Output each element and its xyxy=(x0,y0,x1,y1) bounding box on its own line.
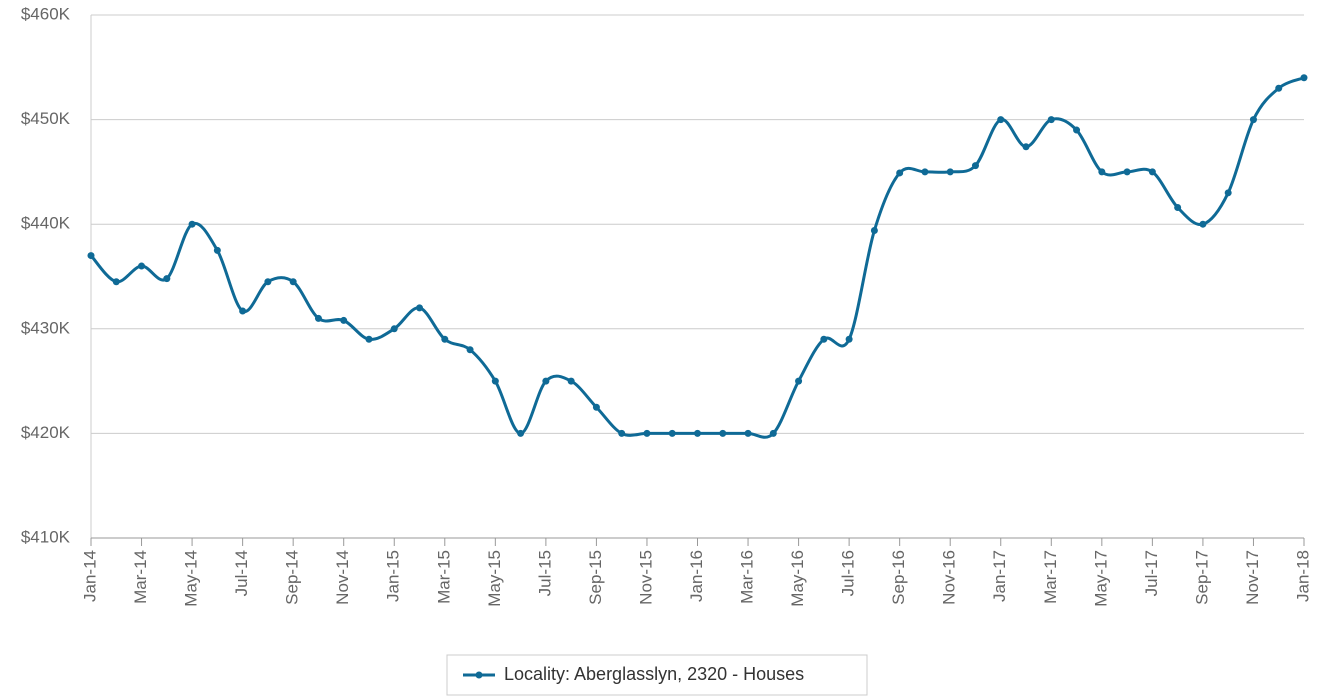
point xyxy=(416,304,424,312)
point xyxy=(567,377,575,385)
x-tick-label: Jan-18 xyxy=(1293,550,1312,602)
y-tick-label: $440K xyxy=(21,214,71,233)
point xyxy=(668,429,676,437)
x-tick-label: May-14 xyxy=(182,550,201,607)
x-tick-label: Mar-15 xyxy=(434,550,453,604)
x-tick-label: Nov-17 xyxy=(1243,550,1262,605)
point xyxy=(870,226,878,234)
x-tick-label: Mar-17 xyxy=(1041,550,1060,604)
point xyxy=(466,346,474,354)
x-tick-label: Jul-17 xyxy=(1142,550,1161,596)
x-tick-label: Mar-14 xyxy=(131,550,150,604)
point xyxy=(390,325,398,333)
x-tick-label: Sep-14 xyxy=(283,550,302,605)
legend-dot xyxy=(475,671,483,679)
point xyxy=(441,335,449,343)
point xyxy=(1098,168,1106,176)
point xyxy=(340,316,348,324)
point xyxy=(517,429,525,437)
point xyxy=(1224,189,1232,197)
point xyxy=(491,377,499,385)
x-tick-label: Jul-15 xyxy=(535,550,554,596)
point xyxy=(213,246,221,254)
point xyxy=(1199,220,1207,228)
point xyxy=(289,278,297,286)
point xyxy=(365,335,373,343)
point xyxy=(314,314,322,322)
x-tick-label: May-15 xyxy=(485,550,504,607)
point xyxy=(1174,203,1182,211)
x-tick-label: Jan-16 xyxy=(687,550,706,602)
point xyxy=(1022,143,1030,151)
x-tick-label: Jul-16 xyxy=(839,550,858,596)
point xyxy=(1047,116,1055,124)
y-tick-label: $420K xyxy=(21,423,71,442)
point xyxy=(1275,84,1283,92)
y-tick-label: $460K xyxy=(21,4,71,23)
legend-box xyxy=(446,654,868,696)
point xyxy=(542,377,550,385)
point xyxy=(997,116,1005,124)
point xyxy=(1249,116,1257,124)
point xyxy=(163,275,171,283)
legend-label: Locality: Aberglasslyn, 2320 - Houses xyxy=(504,664,804,684)
point xyxy=(946,168,954,176)
x-tick-label: May-16 xyxy=(788,550,807,607)
point xyxy=(264,278,272,286)
point xyxy=(845,335,853,343)
x-tick-label: Jan-14 xyxy=(80,550,99,602)
point xyxy=(1148,168,1156,176)
point xyxy=(618,429,626,437)
point xyxy=(188,220,196,228)
x-tick-label: Nov-16 xyxy=(940,550,959,605)
point xyxy=(239,307,247,315)
y-tick-label: $430K xyxy=(21,318,71,337)
point xyxy=(971,162,979,170)
x-tick-label: Jan-15 xyxy=(384,550,403,602)
x-tick-label: Mar-16 xyxy=(738,550,757,604)
point xyxy=(592,403,600,411)
point xyxy=(694,429,701,437)
point xyxy=(1300,74,1308,82)
point xyxy=(820,335,828,343)
point xyxy=(1123,168,1131,176)
x-tick-label: May-17 xyxy=(1091,550,1110,607)
point xyxy=(921,168,929,176)
x-tick-label: Jan-17 xyxy=(990,550,1009,602)
x-tick-label: Jul-14 xyxy=(232,550,251,596)
x-tick-label: Nov-15 xyxy=(636,550,655,605)
point xyxy=(87,252,95,260)
x-tick-label: Nov-14 xyxy=(333,550,352,605)
point xyxy=(769,429,777,437)
point xyxy=(643,429,651,437)
x-tick-label: Sep-16 xyxy=(889,550,908,605)
point xyxy=(896,169,904,177)
x-tick-label: Sep-15 xyxy=(586,550,605,605)
x-tick-label: Sep-17 xyxy=(1192,550,1211,605)
point xyxy=(744,429,752,437)
point xyxy=(1073,126,1081,134)
point xyxy=(112,278,120,286)
point xyxy=(795,377,803,385)
point xyxy=(719,429,727,437)
y-tick-label: $410K xyxy=(21,527,71,546)
point xyxy=(138,262,146,270)
y-tick-label: $450K xyxy=(21,109,71,128)
line xyxy=(89,76,1305,439)
